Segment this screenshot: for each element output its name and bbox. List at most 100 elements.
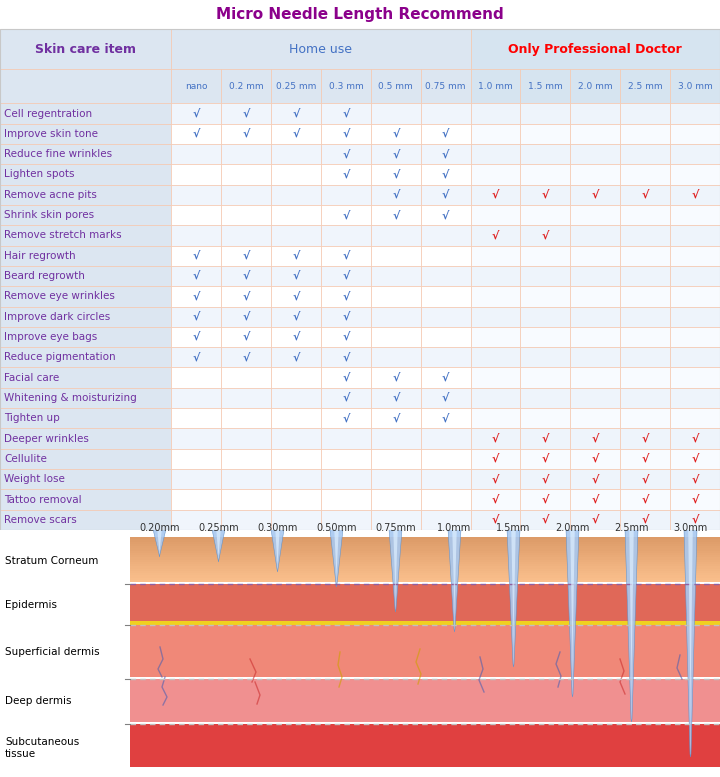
Bar [570,205,620,225]
Polygon shape [452,529,456,622]
Text: √: √ [392,413,400,423]
Bar [271,428,321,449]
Text: √: √ [592,434,599,444]
Bar [620,69,670,103]
Text: √: √ [442,129,449,139]
Bar [521,347,570,368]
Bar [321,124,371,144]
Bar [171,286,221,306]
Bar [271,347,321,368]
Polygon shape [570,529,575,681]
Bar [271,266,321,286]
Bar [670,368,720,388]
Text: Hair regrowth: Hair regrowth [4,251,76,261]
Bar [271,185,321,205]
Bar [321,164,371,185]
Bar [130,625,720,677]
Text: √: √ [592,474,599,484]
Bar [371,368,420,388]
Text: Superficial dermis: Superficial dermis [5,647,99,657]
Bar [620,205,670,225]
Bar [321,225,371,246]
Bar [620,144,670,164]
Text: Skin care item: Skin care item [35,43,136,55]
Text: 2.5 mm: 2.5 mm [628,82,662,91]
Bar [420,449,471,469]
Bar [620,246,670,266]
Bar [371,246,420,266]
Bar [420,490,471,510]
Bar [620,469,670,490]
Bar [130,541,720,544]
Bar [670,510,720,530]
Text: √: √ [541,434,549,444]
Text: √: √ [442,210,449,220]
Bar [620,103,670,124]
Bar [221,388,271,408]
Bar [0,185,171,205]
Text: √: √ [642,454,649,464]
Bar [130,545,720,549]
Bar [0,225,171,246]
Text: √: √ [342,271,350,281]
Bar [371,124,420,144]
Text: Shrink skin pores: Shrink skin pores [4,210,94,220]
Bar [221,266,271,286]
Text: √: √ [541,474,549,484]
Bar [620,490,670,510]
Bar [371,306,420,327]
Bar [670,144,720,164]
Text: √: √ [342,149,350,159]
Bar [620,124,670,144]
Text: Reduce fine wrinkles: Reduce fine wrinkles [4,149,112,159]
Bar [570,266,620,286]
Bar [171,388,221,408]
Bar [670,286,720,306]
Bar [171,185,221,205]
Text: √: √ [492,474,499,484]
Bar [221,408,271,428]
Bar [171,306,221,327]
Text: 3.0 mm: 3.0 mm [678,82,712,91]
Text: 0.5 mm: 0.5 mm [379,82,413,91]
Text: √: √ [541,494,549,504]
Text: Cell regentration: Cell regentration [4,109,92,119]
Bar [371,144,420,164]
Text: 0.75mm: 0.75mm [375,523,416,533]
Bar [420,185,471,205]
Text: √: √ [342,210,350,220]
Text: √: √ [292,352,300,362]
Bar [321,449,371,469]
Text: 1.5 mm: 1.5 mm [528,82,563,91]
Bar [130,584,720,622]
Text: 1.5mm: 1.5mm [496,523,531,533]
Bar [620,225,670,246]
Bar [521,388,570,408]
Bar [130,561,720,564]
Polygon shape [625,529,638,722]
Polygon shape [507,529,520,667]
Bar [321,306,371,327]
Bar [371,225,420,246]
Bar [0,510,171,530]
Text: √: √ [292,312,300,322]
Text: √: √ [243,271,250,281]
Polygon shape [511,529,516,654]
Bar [471,469,521,490]
Bar [570,388,620,408]
Text: √: √ [193,332,200,342]
Text: √: √ [642,515,649,524]
Bar [420,327,471,347]
Text: √: √ [292,251,300,261]
Bar [0,124,171,144]
Bar [271,205,321,225]
Bar [420,408,471,428]
Bar [171,164,221,185]
Bar [521,205,570,225]
Bar [371,327,420,347]
Bar [0,306,171,327]
Bar [221,144,271,164]
Bar [420,205,471,225]
Bar [420,144,471,164]
Bar [620,306,670,327]
